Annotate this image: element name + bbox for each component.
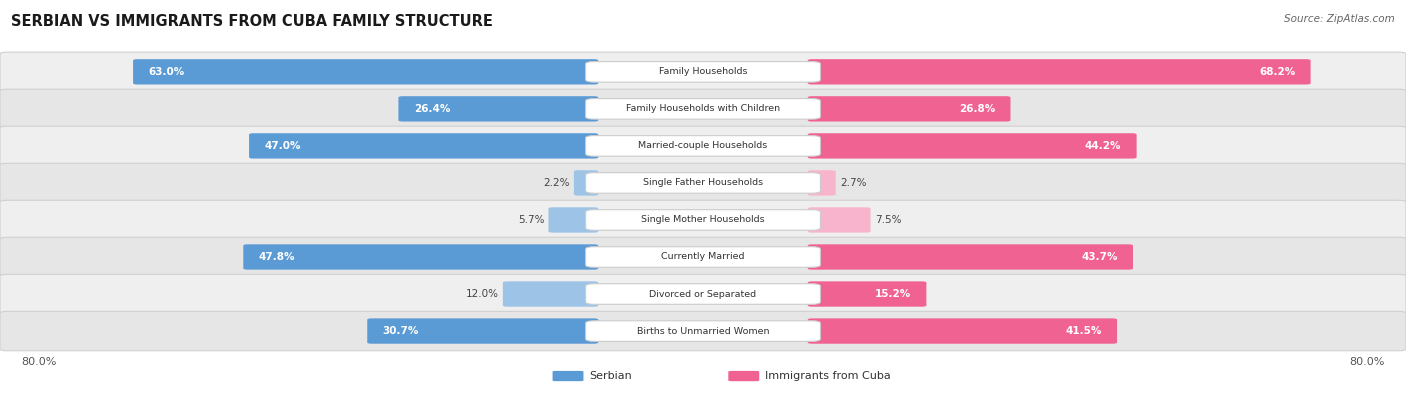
FancyBboxPatch shape <box>585 135 821 156</box>
Text: 15.2%: 15.2% <box>875 289 911 299</box>
Text: Source: ZipAtlas.com: Source: ZipAtlas.com <box>1284 14 1395 24</box>
Text: Single Father Households: Single Father Households <box>643 179 763 188</box>
FancyBboxPatch shape <box>367 318 599 344</box>
FancyBboxPatch shape <box>0 311 1406 351</box>
FancyBboxPatch shape <box>585 284 821 304</box>
Text: Family Households: Family Households <box>659 67 747 76</box>
Text: 68.2%: 68.2% <box>1258 67 1295 77</box>
Text: 30.7%: 30.7% <box>382 326 419 336</box>
FancyBboxPatch shape <box>0 200 1406 240</box>
FancyBboxPatch shape <box>574 170 599 196</box>
FancyBboxPatch shape <box>808 281 927 307</box>
Text: 2.7%: 2.7% <box>839 178 866 188</box>
FancyBboxPatch shape <box>0 126 1406 166</box>
Text: Divorced or Separated: Divorced or Separated <box>650 290 756 299</box>
FancyBboxPatch shape <box>808 96 1011 122</box>
Text: 26.8%: 26.8% <box>959 104 995 114</box>
FancyBboxPatch shape <box>553 371 583 381</box>
Text: 12.0%: 12.0% <box>465 289 499 299</box>
Text: 47.8%: 47.8% <box>259 252 295 262</box>
FancyBboxPatch shape <box>585 173 821 193</box>
FancyBboxPatch shape <box>808 318 1116 344</box>
Text: 41.5%: 41.5% <box>1066 326 1101 336</box>
FancyBboxPatch shape <box>585 62 821 82</box>
Text: 26.4%: 26.4% <box>413 104 450 114</box>
Text: Family Households with Children: Family Households with Children <box>626 104 780 113</box>
FancyBboxPatch shape <box>585 99 821 119</box>
Text: 5.7%: 5.7% <box>517 215 544 225</box>
Text: 47.0%: 47.0% <box>264 141 301 151</box>
Text: 63.0%: 63.0% <box>149 67 184 77</box>
FancyBboxPatch shape <box>585 247 821 267</box>
FancyBboxPatch shape <box>548 207 599 233</box>
Text: 2.2%: 2.2% <box>543 178 569 188</box>
Text: 44.2%: 44.2% <box>1084 141 1121 151</box>
Text: Single Mother Households: Single Mother Households <box>641 215 765 224</box>
Text: 80.0%: 80.0% <box>1350 357 1385 367</box>
FancyBboxPatch shape <box>0 89 1406 129</box>
FancyBboxPatch shape <box>0 52 1406 92</box>
Text: Immigrants from Cuba: Immigrants from Cuba <box>765 371 890 381</box>
FancyBboxPatch shape <box>808 133 1136 158</box>
FancyBboxPatch shape <box>585 321 821 341</box>
FancyBboxPatch shape <box>243 245 599 270</box>
FancyBboxPatch shape <box>585 210 821 230</box>
FancyBboxPatch shape <box>0 163 1406 203</box>
Text: SERBIAN VS IMMIGRANTS FROM CUBA FAMILY STRUCTURE: SERBIAN VS IMMIGRANTS FROM CUBA FAMILY S… <box>11 14 494 29</box>
FancyBboxPatch shape <box>728 371 759 381</box>
FancyBboxPatch shape <box>0 237 1406 276</box>
Text: Births to Unmarried Women: Births to Unmarried Women <box>637 327 769 336</box>
Text: 80.0%: 80.0% <box>21 357 56 367</box>
Text: 43.7%: 43.7% <box>1081 252 1118 262</box>
FancyBboxPatch shape <box>808 245 1133 270</box>
Text: Currently Married: Currently Married <box>661 252 745 261</box>
FancyBboxPatch shape <box>808 207 870 233</box>
FancyBboxPatch shape <box>503 281 599 307</box>
Text: 7.5%: 7.5% <box>875 215 901 225</box>
FancyBboxPatch shape <box>398 96 599 122</box>
FancyBboxPatch shape <box>808 59 1310 85</box>
Text: Married-couple Households: Married-couple Households <box>638 141 768 150</box>
FancyBboxPatch shape <box>808 170 835 196</box>
FancyBboxPatch shape <box>249 133 599 158</box>
FancyBboxPatch shape <box>134 59 599 85</box>
FancyBboxPatch shape <box>0 274 1406 314</box>
Text: Serbian: Serbian <box>589 371 631 381</box>
